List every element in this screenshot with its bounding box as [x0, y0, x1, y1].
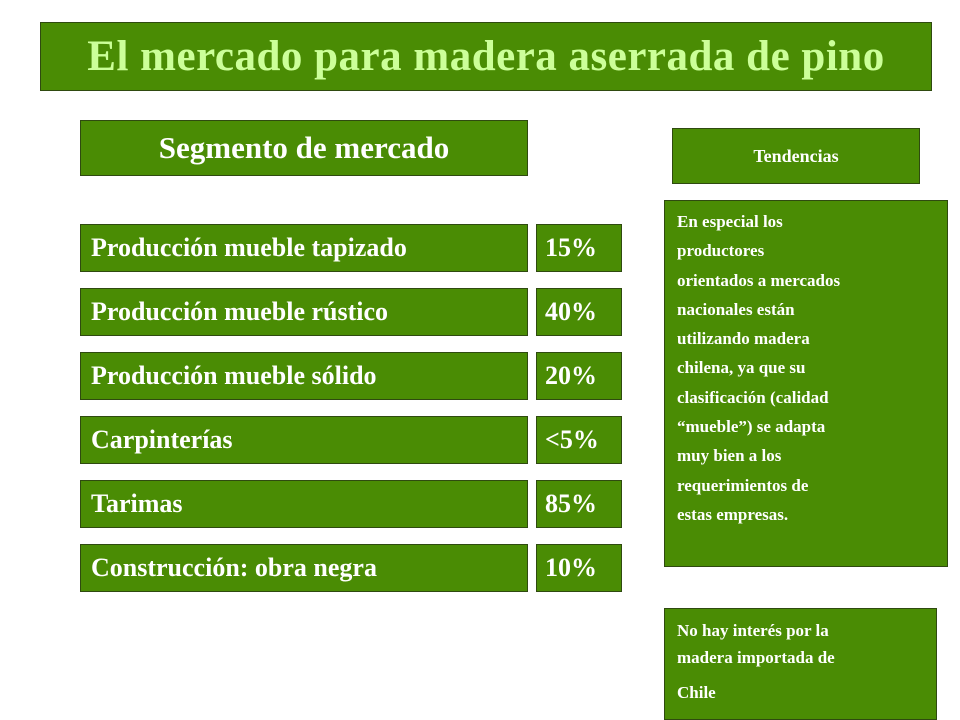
segment-label: Tarimas — [80, 480, 528, 528]
segment-header: Segmento de mercado — [80, 120, 528, 176]
segment-value: 40% — [536, 288, 622, 336]
trends-note-line: No hay interés por la — [677, 621, 829, 640]
trends-text-line: orientados a mercados — [677, 270, 841, 290]
segment-value: <5% — [536, 416, 622, 464]
trends-text-line: nacionales están — [677, 299, 795, 319]
trends-text-line: estas empresas. — [677, 504, 789, 524]
trends-text-line: requerimientos de — [677, 475, 809, 495]
trends-text-line: muy bien a los — [677, 446, 782, 466]
trends-text-line: productores — [677, 241, 765, 261]
segment-label: Producción mueble sólido — [80, 352, 528, 400]
trends-header: Tendencias — [672, 128, 920, 184]
trends-note-box: No hay interés por la madera importada d… — [664, 608, 937, 720]
segment-label: Construcción: obra negra — [80, 544, 528, 592]
trends-text-line: En especial los — [677, 212, 783, 231]
segment-label: Producción mueble tapizado — [80, 224, 528, 272]
trends-text-line: clasificación (calidad — [677, 387, 829, 407]
trends-note-line: Chile — [677, 683, 716, 702]
segment-value: 85% — [536, 480, 622, 528]
segment-label: Carpinterías — [80, 416, 528, 464]
segment-value: 20% — [536, 352, 622, 400]
segment-label: Producción mueble rústico — [80, 288, 528, 336]
trends-text-box: En especial los productores orientados a… — [664, 200, 948, 567]
trends-text-line: “mueble”) se adapta — [677, 417, 826, 437]
segment-value: 15% — [536, 224, 622, 272]
slide-title: El mercado para madera aserrada de pino — [40, 22, 932, 91]
segment-value: 10% — [536, 544, 622, 592]
trends-note-line: madera importada de — [677, 648, 835, 667]
trends-text-line: utilizando madera — [677, 329, 810, 349]
trends-text-line: chilena, ya que su — [677, 358, 806, 378]
